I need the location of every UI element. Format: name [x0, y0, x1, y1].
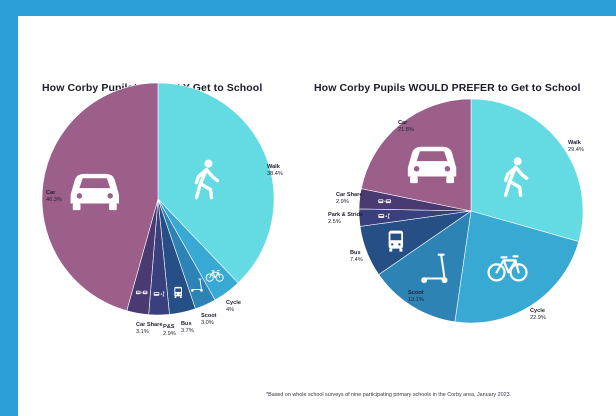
slice-label-scoot: Scoot: [408, 290, 424, 296]
slice-label-park-stride: Park & Stride: [328, 212, 363, 218]
slice-label-bus: Bus: [350, 250, 361, 256]
bus-icon: [388, 230, 404, 252]
pie-slice-walk: [157, 82, 275, 284]
walking-person-icon: [194, 159, 220, 200]
park-and-stride-icon: [153, 291, 165, 297]
slice-label-cycle: Cycle: [226, 300, 241, 306]
slice-value-car-share: 2.9%: [336, 199, 349, 205]
slice-label-car: Car: [398, 120, 408, 126]
infographic-card: How Corby Pupils* USUALLY Get to School …: [18, 16, 616, 416]
bus-icon: [174, 286, 183, 299]
slice-value-bus: 7.4%: [350, 257, 363, 263]
slice-value-park-stride: 2.5%: [328, 219, 341, 225]
chart-title-prefer: How Corby Pupils WOULD PREFER to Get to …: [314, 82, 581, 94]
slice-label-car-share: Car Share: [136, 322, 162, 328]
slice-label-walk: Walk: [568, 140, 582, 146]
slice-value-car: 46.3%: [46, 197, 62, 203]
bicycle-icon: [205, 269, 224, 282]
slice-label-car: Car: [46, 190, 56, 196]
pie-slice-scoot: [378, 210, 472, 323]
car-share-icon: [378, 199, 391, 204]
slice-label-cycle: Cycle: [530, 308, 545, 314]
slice-value-walk: 38.4%: [267, 171, 283, 177]
scooter-icon: [421, 253, 448, 284]
car-share-icon: [135, 290, 148, 295]
pie-chart-usually: Walk38.4%Cycle4%Scoot3.0%Bus3.7%P&S2.9%C…: [41, 82, 283, 337]
car-icon: [70, 173, 119, 211]
slice-label-bus: Bus: [181, 321, 192, 327]
slice-value-scoot: 13.1%: [408, 297, 424, 303]
slice-value-cycle: 4%: [226, 307, 234, 313]
footnote: *Based on whole school surveys of nine p…: [266, 392, 512, 398]
pie-slice-walk: [470, 98, 584, 242]
slice-value-walk: 29.4%: [568, 147, 584, 153]
slice-value-p-s: 2.9%: [163, 331, 176, 337]
slice-label-walk: Walk: [267, 164, 281, 170]
walking-person-icon: [503, 157, 529, 197]
slice-value-bus: 3.7%: [181, 328, 194, 334]
park-and-stride-icon: [378, 213, 390, 219]
bicycle-icon: [487, 255, 528, 282]
slice-value-car-share: 3.1%: [136, 329, 149, 335]
slice-value-cycle: 22.9%: [530, 315, 546, 321]
car-icon: [407, 146, 457, 184]
slice-value-scoot: 3.0%: [201, 320, 214, 326]
slice-label-p-s: P&S: [163, 324, 175, 330]
scooter-icon: [191, 278, 203, 292]
slice-label-scoot: Scoot: [201, 313, 217, 319]
slice-label-car-share: Car Share: [336, 192, 362, 198]
slice-value-car: 21.8%: [398, 127, 414, 133]
